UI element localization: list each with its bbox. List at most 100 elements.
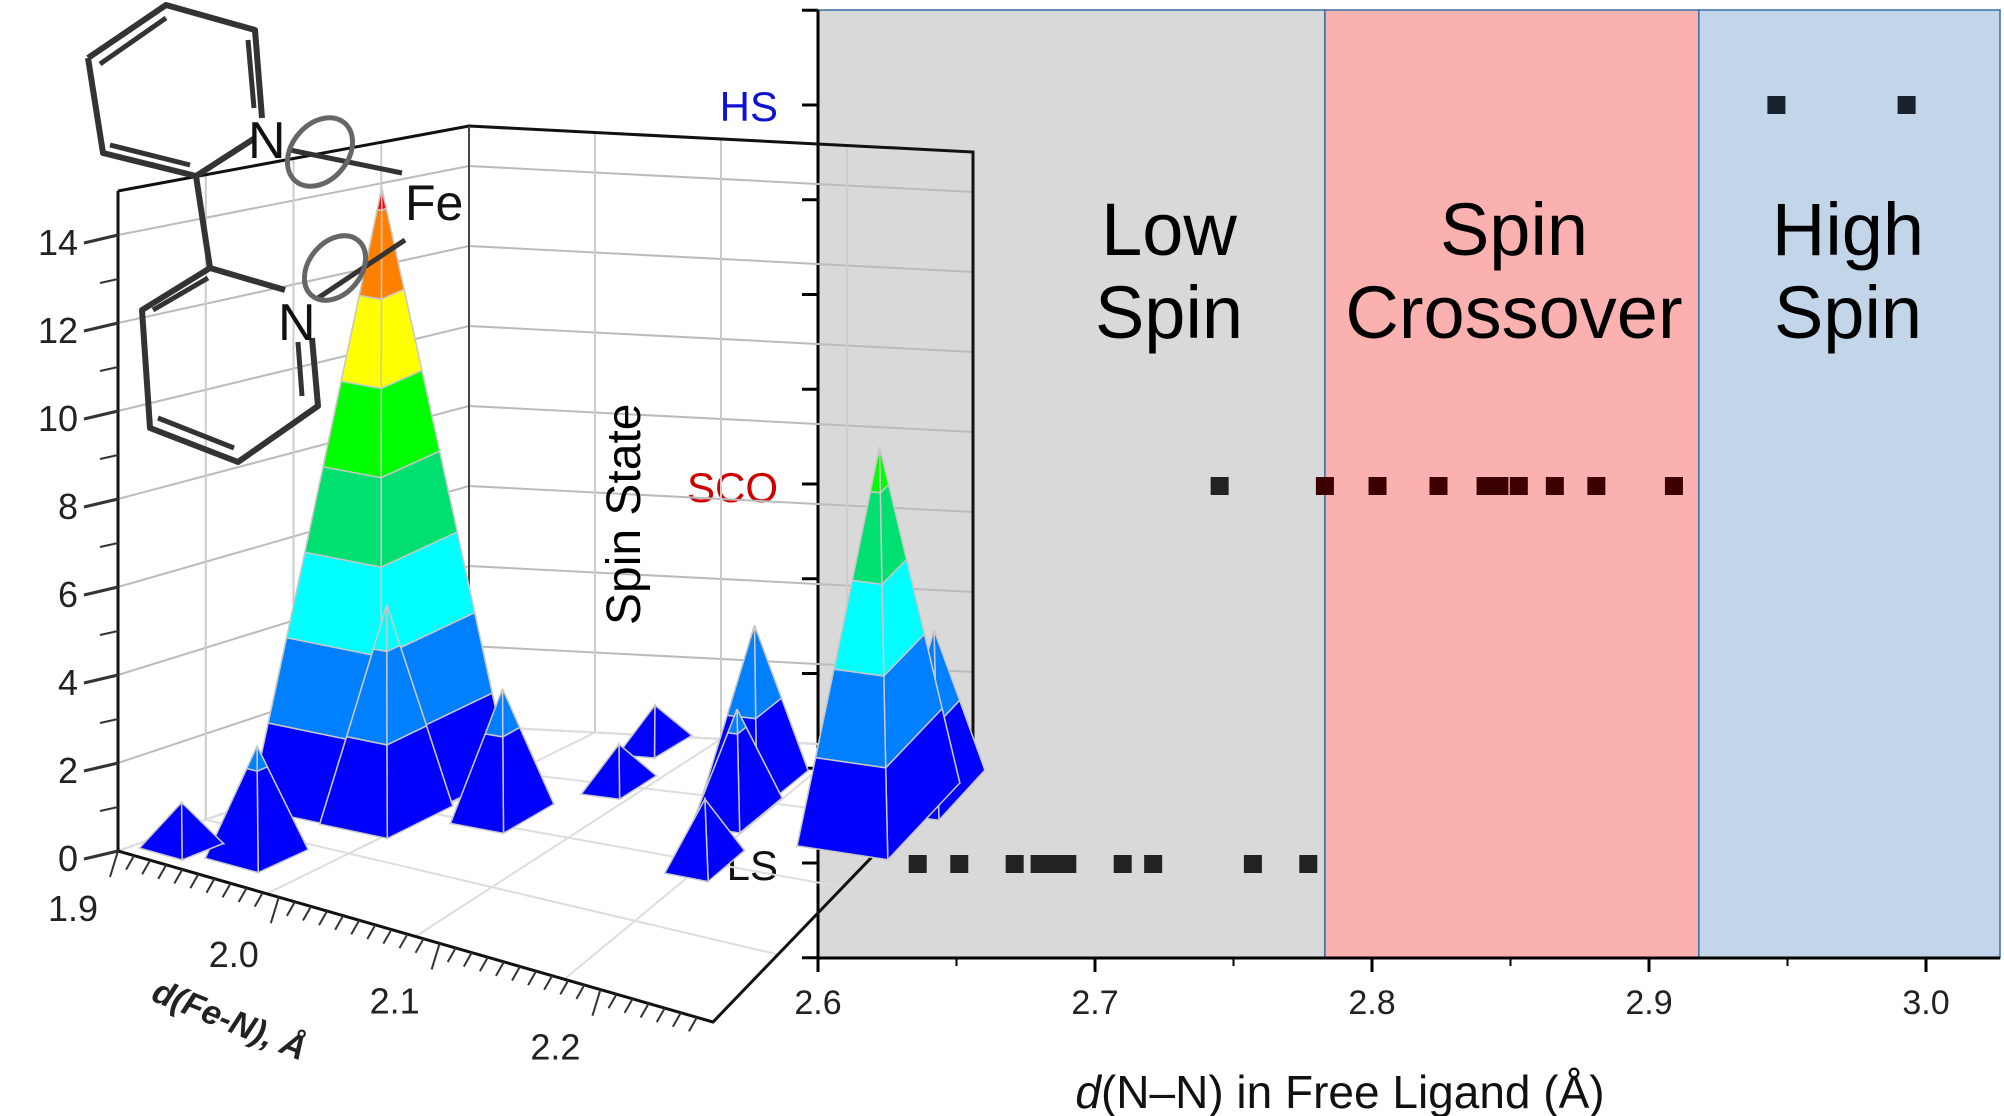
z-tick-label: 14	[38, 222, 78, 263]
depth-axis-title: Spin State	[598, 404, 651, 625]
surface-face	[340, 294, 383, 390]
x3d-tick	[607, 993, 618, 1009]
surface-peak	[616, 703, 695, 760]
x-tick-label: 2.7	[1071, 984, 1118, 1022]
data-point-sco	[1429, 477, 1448, 495]
z-minor-tick	[99, 806, 119, 812]
y-tick-label-hs: HS	[720, 83, 778, 130]
x3d-tick	[639, 1003, 650, 1019]
data-point-sco	[1210, 477, 1229, 495]
z-tick	[83, 673, 119, 685]
z-minor-tick	[99, 542, 119, 548]
x3d-tick	[462, 952, 473, 968]
surface-face	[726, 625, 757, 720]
data-point-ls	[1041, 855, 1060, 873]
data-point-sco	[1368, 477, 1387, 495]
surface-face	[616, 703, 656, 759]
region-label-low-1: Low	[1101, 188, 1237, 271]
x3d-tick	[430, 943, 441, 970]
surface-face	[322, 380, 382, 479]
z-tick-label: 12	[38, 310, 78, 351]
surface-face	[796, 756, 889, 861]
x3d-tick	[495, 961, 505, 977]
surface-face	[869, 446, 882, 494]
region-backgrounds	[817, 9, 2001, 959]
data-point-ls	[1243, 855, 1262, 873]
surface-face	[358, 208, 383, 301]
region-label-hs-2: Spin	[1774, 271, 1922, 354]
surface-face	[579, 742, 621, 801]
x3d-tick	[655, 1007, 666, 1023]
x3d-tick	[575, 984, 586, 1000]
x3d-tick	[382, 929, 393, 945]
x3d-tick	[446, 947, 457, 963]
x-tick-label: 2.9	[1625, 984, 1672, 1022]
x3d-tick	[334, 915, 345, 931]
z-tick	[83, 233, 119, 245]
x3d-tick	[125, 855, 135, 871]
data-point-sco	[1315, 477, 1334, 495]
region-label-sco-2: Crossover	[1345, 271, 1682, 354]
z-minor-tick	[99, 278, 119, 284]
data-point-ls	[1058, 855, 1077, 873]
x3d-tick	[398, 933, 409, 949]
x3d-tick	[253, 892, 264, 908]
region-2	[1698, 9, 2001, 959]
y-tick-label-sco: SCO	[687, 464, 778, 511]
x-tick-label: 2.6	[794, 984, 841, 1022]
x3d-tick	[302, 905, 312, 921]
x-axis-title-italic: d	[1075, 1066, 1102, 1116]
surface-face	[653, 703, 694, 760]
region-label-hs-1: High	[1772, 188, 1924, 271]
region-label-low-2: Spin	[1095, 271, 1243, 354]
x3d-tick	[688, 1016, 698, 1032]
x3d-tick	[350, 919, 361, 935]
x3d-tick	[671, 1012, 682, 1028]
data-point-ls	[950, 855, 969, 873]
surface-face	[372, 604, 388, 653]
data-point-ls	[1299, 855, 1318, 873]
z-minor-tick	[99, 454, 119, 460]
z-tick	[83, 497, 119, 509]
region-label-sco-1: Spin	[1440, 188, 1588, 271]
surface-face	[501, 688, 521, 739]
data-point-hs	[1767, 96, 1786, 114]
surface-face	[376, 187, 383, 212]
data-point-sco	[1509, 477, 1528, 495]
surface-face	[138, 800, 183, 861]
x3d-tick	[205, 878, 216, 894]
data-points	[908, 96, 1916, 873]
z-minor-tick	[99, 630, 119, 636]
x3d-tick-label: 2.2	[530, 1027, 580, 1068]
z-tick-label: 6	[58, 574, 78, 615]
surface-face	[726, 709, 739, 735]
surface-peak	[318, 604, 454, 840]
spin-state-scatter-chart: Low Spin Spin Crossover High Spin HS SCO L…	[687, 8, 2001, 1116]
data-point-ls	[1144, 855, 1163, 873]
x-axis-title: d(N–N) in Free Ligand (Å)	[1075, 1066, 1604, 1116]
data-point-sco	[1490, 477, 1509, 495]
data-point-hs	[1897, 96, 1916, 114]
surface-face	[502, 726, 555, 835]
surface-face	[285, 551, 382, 658]
z-tick-label: 2	[58, 750, 78, 791]
x-axis-title-rest: (N–N) in Free Ligand (Å)	[1101, 1066, 1605, 1116]
x3d-tick-label: 2.1	[370, 980, 420, 1021]
x3d-tick	[286, 901, 296, 917]
x3d-tick	[173, 868, 184, 884]
x3d-tick	[623, 998, 634, 1014]
x3d-tick	[237, 887, 248, 903]
x3d-tick	[157, 864, 168, 880]
surface-face	[304, 465, 382, 569]
x3d-tick	[559, 979, 570, 995]
atom-label-n1: N	[248, 112, 286, 170]
bipyridine-fe-structure: N N Fe	[85, 2, 463, 465]
data-point-sco	[1545, 477, 1564, 495]
surface-peak	[449, 688, 556, 835]
z-minor-tick	[99, 366, 119, 372]
surface-face	[484, 688, 504, 738]
data-point-ls	[1005, 855, 1024, 873]
x3d-tick	[511, 966, 521, 982]
